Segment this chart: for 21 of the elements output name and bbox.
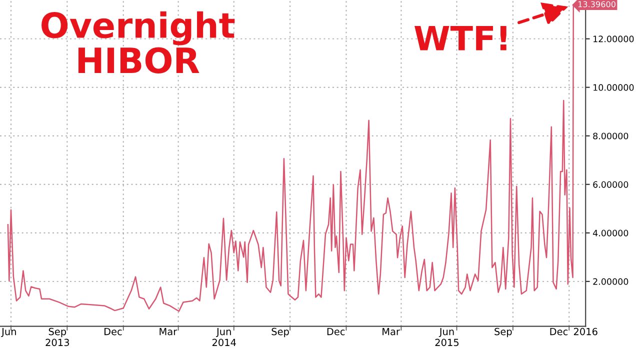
x-tick-label: Dec [550, 328, 568, 336]
x-tick-label: Mar [160, 328, 178, 336]
x-tick-label: Jun 2015 [435, 328, 459, 346]
y-tick-label: 2.00000 [593, 278, 628, 285]
y-tick-label: 10.00000 [594, 84, 634, 91]
x-tick-label: Sep [272, 328, 289, 338]
x-tick-label: Sep 2013 [46, 328, 69, 346]
x-tick-label: Sep [494, 328, 512, 338]
x-tick-label: Dec [327, 328, 345, 336]
text: Overnight HIBOR [42, 11, 235, 74]
x-tick-label: 2016 [574, 328, 598, 336]
y-tick-label: 6.00000 [593, 181, 628, 188]
y-tick-label: 8.00000 [593, 132, 628, 140]
x-tick-label: Dec [104, 328, 122, 336]
y-tick-label: 4.00000 [592, 230, 628, 236]
x-tick-label: Jun 2014 [212, 328, 236, 346]
x-tick-label: Jun [1, 328, 16, 338]
data-label: 13.39600 [578, 1, 616, 8]
y-tick-label: 12.00000 [594, 36, 634, 42]
x-tick-label: Mar [382, 328, 400, 336]
annotation: WTF! [414, 26, 506, 50]
